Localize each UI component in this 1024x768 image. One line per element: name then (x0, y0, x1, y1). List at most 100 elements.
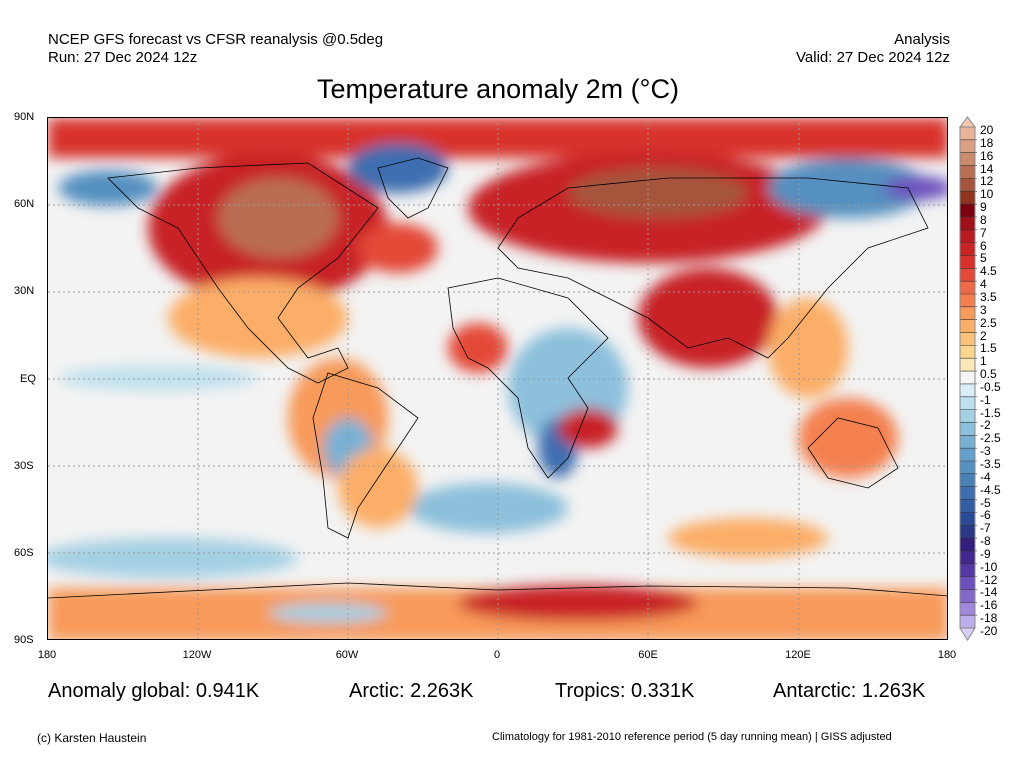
lon-label: 0 (493, 649, 501, 661)
colorbar-label: 2.5 (980, 315, 997, 330)
colorbar-segment (960, 538, 975, 552)
map-title: Temperature anomaly 2m (°C) (317, 74, 679, 104)
colorbar-segment (960, 422, 975, 436)
lat-label: EQ (20, 373, 36, 385)
colorbar-label: -16 (980, 598, 998, 613)
colorbar-label: -14 (980, 585, 998, 600)
lon-label: 60E (638, 649, 658, 661)
colorbar-label: 4.5 (980, 264, 997, 279)
model-description: NCEP GFS forecast vs CFSR reanalysis @0.… (48, 31, 384, 48)
colorbar-segment (960, 139, 975, 154)
lat-label: 90N (14, 111, 35, 123)
colorbar-label: 2 (980, 328, 987, 343)
colorbar-over-triangle (959, 116, 976, 128)
lon-label: 60W (335, 649, 359, 661)
colorbar-label: 3 (980, 302, 987, 317)
colorbar-label: 12 (980, 174, 994, 189)
colorbar-segment (960, 615, 975, 629)
colorbar-label: -8 (980, 534, 991, 549)
colorbar-label: 20 (980, 123, 994, 137)
colorbar-segment (960, 191, 975, 205)
colorbar-label: 8 (980, 212, 987, 227)
colorbar-label: -2.5 (980, 431, 1001, 446)
colorbar-label: 16 (980, 148, 994, 163)
anomaly-map (47, 117, 948, 640)
lat-label: 60S (14, 547, 34, 559)
colorbar-label: -6 (980, 508, 991, 523)
colorbar-segment (960, 499, 975, 513)
colorbar-label: -7 (980, 521, 991, 536)
colorbar-label: 7 (980, 225, 987, 240)
colorbar-segment (960, 127, 975, 141)
colorbar (959, 116, 977, 641)
colorbar-segment (960, 602, 975, 616)
global-anomaly: Anomaly global: 0.941K (48, 680, 260, 702)
colorbar-segment (960, 358, 975, 372)
colorbar-label: 10 (980, 187, 994, 202)
colorbar-label: 0.5 (980, 367, 997, 382)
analysis-label: Analysis (894, 31, 950, 48)
colorbar-segment (960, 229, 975, 244)
colorbar-segment (960, 512, 975, 526)
lat-label: 60N (14, 198, 35, 210)
colorbar-segment (960, 486, 975, 501)
colorbar-label: 9 (980, 200, 987, 215)
colorbar-segment (960, 396, 975, 411)
colorbar-segment (960, 383, 975, 398)
colorbar-segment (960, 306, 975, 321)
colorbar-segment (960, 448, 975, 462)
colorbar-label: 4 (980, 277, 987, 292)
colorbar-segment (960, 152, 975, 167)
colorbar-label: -0.5 (980, 379, 1001, 394)
valid-time: Valid: 27 Dec 2024 12z (796, 49, 950, 66)
climatology-note: Climatology for 1981-2010 reference peri… (492, 731, 892, 743)
colorbar-segment (960, 319, 975, 334)
colorbar-label: -1 (980, 392, 991, 407)
colorbar-label: -3 (980, 444, 991, 459)
colorbar-label: -20 (980, 624, 998, 638)
colorbar-label: 5 (980, 251, 987, 266)
colorbar-segment (960, 371, 975, 385)
colorbar-label: -3.5 (980, 457, 1001, 471)
anomaly-field (48, 118, 947, 639)
run-time: Run: 27 Dec 2024 12z (48, 49, 198, 66)
colorbar-segment (960, 525, 975, 539)
colorbar-label: 1 (980, 354, 987, 369)
colorbar-segment (960, 294, 975, 308)
colorbar-label: 1.5 (980, 341, 997, 356)
lat-label: 30N (14, 285, 35, 297)
colorbar-segment (960, 332, 975, 346)
colorbar-segment (960, 216, 975, 231)
colorbar-segment (960, 473, 975, 488)
colorbar-segment (960, 165, 975, 179)
colorbar-segment (960, 409, 975, 423)
colorbar-segment (960, 242, 975, 256)
colorbar-label: 18 (980, 135, 994, 150)
tropics-anomaly: Tropics: 0.331K (555, 680, 695, 702)
credit: (c) Karsten Haustein (37, 731, 147, 745)
colorbar-label: -18 (980, 611, 998, 626)
lon-label: 180 (37, 649, 57, 661)
coastlines (48, 157, 947, 599)
colorbar-segment (960, 255, 975, 269)
colorbar-segment (960, 204, 975, 218)
colorbar-under-triangle (959, 627, 976, 641)
lat-label: 30S (14, 460, 34, 472)
colorbar-label: 14 (980, 161, 994, 176)
lon-label: 120E (785, 649, 811, 661)
colorbar-segment (960, 563, 975, 578)
colorbar-label: -12 (980, 572, 998, 587)
colorbar-label: 3.5 (980, 290, 997, 304)
colorbar-segment (960, 435, 975, 449)
antarctic-anomaly: Antarctic: 1.263K (773, 680, 926, 702)
colorbar-segment (960, 345, 975, 359)
colorbar-label: -4.5 (980, 482, 1001, 497)
colorbar-segment (960, 268, 975, 282)
colorbar-segment (960, 589, 975, 603)
colorbar-label: -4 (980, 469, 991, 484)
lat-label: 90S (14, 634, 34, 646)
colorbar-label: -2 (980, 418, 991, 433)
colorbar-label: -5 (980, 495, 991, 510)
colorbar-label: -10 (980, 559, 998, 574)
colorbar-segment (960, 550, 975, 565)
